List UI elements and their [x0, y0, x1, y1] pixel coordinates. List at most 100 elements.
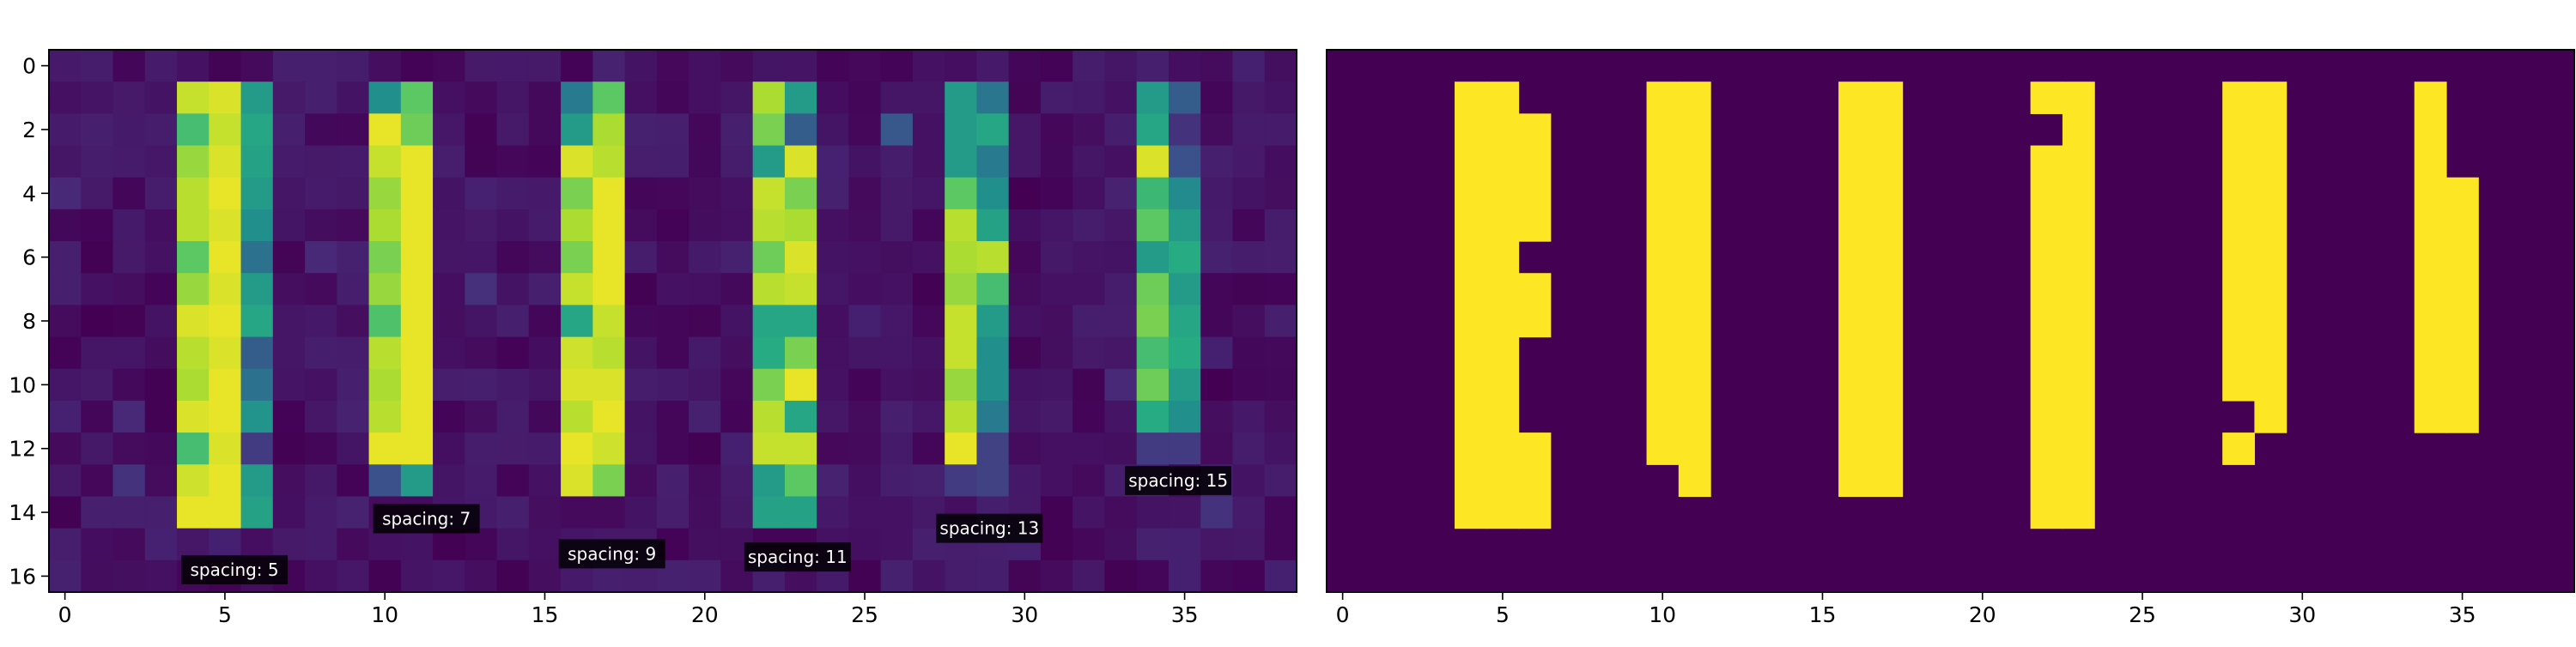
heatmap-cell	[81, 273, 114, 306]
heatmap-cell	[177, 464, 210, 498]
heatmap-cell	[433, 528, 465, 561]
heatmap-cell	[880, 50, 914, 82]
heatmap-cell	[784, 273, 817, 306]
heatmap-cell	[305, 336, 337, 370]
heatmap-cell	[1264, 177, 1297, 210]
heatmap-cell	[561, 305, 593, 338]
heatmap-cell	[337, 113, 370, 147]
heatmap-cell	[81, 241, 114, 274]
heatmap-cell	[1040, 305, 1073, 338]
heatmap-cell	[592, 496, 626, 529]
heatmap-cell	[1104, 528, 1138, 561]
binary-x-tick-label: 25	[2129, 602, 2156, 627]
raw-y-tick-label: 2	[22, 118, 36, 142]
heatmap-cell	[1008, 559, 1042, 593]
heatmap-cell	[1168, 50, 1201, 82]
heatmap-cell	[81, 496, 114, 529]
heatmap-cell	[976, 50, 1010, 82]
heatmap-cell	[177, 50, 210, 82]
heatmap-cell	[81, 368, 114, 402]
heatmap-cell	[1232, 496, 1266, 529]
heatmap-cell	[945, 113, 978, 147]
heatmap-cell	[1008, 464, 1042, 498]
heatmap-cell	[1008, 432, 1042, 465]
heatmap-cell	[177, 336, 210, 370]
heatmap-cell	[1264, 50, 1297, 82]
heatmap-cell	[144, 273, 178, 306]
heatmap-cell	[1072, 50, 1106, 82]
heatmap-cell	[624, 368, 658, 402]
heatmap-cell	[592, 50, 626, 82]
heatmap-cell	[305, 209, 337, 242]
heatmap-cell	[144, 464, 178, 498]
heatmap-cell	[784, 400, 817, 433]
heatmap-cell	[272, 50, 306, 82]
heatmap-cell	[880, 368, 914, 402]
heatmap-cell	[752, 368, 786, 402]
binary-on-cells	[1838, 82, 1871, 498]
heatmap-cell	[945, 50, 978, 82]
heatmap-cell	[1200, 241, 1234, 274]
heatmap-cell	[720, 177, 754, 210]
heatmap-cell	[177, 305, 210, 338]
heatmap-cell	[1264, 496, 1297, 529]
heatmap-cell	[112, 496, 146, 529]
heatmap-cell	[1168, 432, 1201, 465]
heatmap-cell	[592, 145, 626, 178]
heatmap-cell	[400, 432, 434, 465]
heatmap-cell	[272, 241, 306, 274]
heatmap-cell	[528, 559, 562, 593]
heatmap-cell	[656, 432, 690, 465]
heatmap-cell	[272, 209, 306, 242]
heatmap-cell	[976, 400, 1010, 433]
heatmap-cell	[848, 209, 882, 242]
heatmap-cell	[1136, 113, 1170, 147]
heatmap-cell	[305, 368, 337, 402]
heatmap-cell	[880, 273, 914, 306]
heatmap-cell	[400, 82, 434, 114]
heatmap-cell	[817, 273, 850, 306]
heatmap-cell	[368, 241, 402, 274]
heatmap-cell	[337, 305, 370, 338]
heatmap-cell	[272, 368, 306, 402]
heatmap-cell	[144, 50, 178, 82]
heatmap-cell	[1040, 177, 1073, 210]
heatmap-cell	[624, 432, 658, 465]
heatmap-cell	[528, 305, 562, 338]
heatmap-cell	[592, 82, 626, 114]
heatmap-cell	[561, 464, 593, 498]
heatmap-cell	[976, 432, 1010, 465]
heatmap-cell	[1136, 432, 1170, 465]
heatmap-cell	[1232, 368, 1266, 402]
heatmap-cell	[912, 50, 945, 82]
heatmap-cell	[240, 400, 274, 433]
raw-y-tick-label: 0	[22, 54, 36, 79]
heatmap-cell	[848, 177, 882, 210]
heatmap-cell	[240, 496, 274, 529]
heatmap-cell	[1168, 528, 1201, 561]
heatmap-cell	[368, 145, 402, 178]
heatmap-cell	[400, 177, 434, 210]
heatmap-cell	[1200, 305, 1234, 338]
heatmap-cell	[240, 82, 274, 114]
heatmap-cell	[1040, 273, 1073, 306]
heatmap-cell	[305, 400, 337, 433]
heatmap-cell	[465, 528, 498, 561]
heatmap-cell	[1264, 113, 1297, 147]
heatmap-cell	[240, 273, 274, 306]
heatmap-cell	[496, 113, 530, 147]
heatmap-cell	[368, 432, 402, 465]
heatmap-cell	[784, 113, 817, 147]
heatmap-cell	[400, 113, 434, 147]
heatmap-cell	[945, 273, 978, 306]
heatmap-cell	[976, 177, 1010, 210]
stripe-label: spacing: 7	[382, 508, 471, 529]
heatmap-cell	[400, 559, 434, 593]
heatmap-cell	[49, 273, 82, 306]
heatmap-cell	[465, 305, 498, 338]
heatmap-cell	[1072, 528, 1106, 561]
heatmap-cell	[912, 336, 945, 370]
heatmap-cell	[337, 177, 370, 210]
heatmap-cell	[112, 305, 146, 338]
heatmap-cell	[337, 241, 370, 274]
